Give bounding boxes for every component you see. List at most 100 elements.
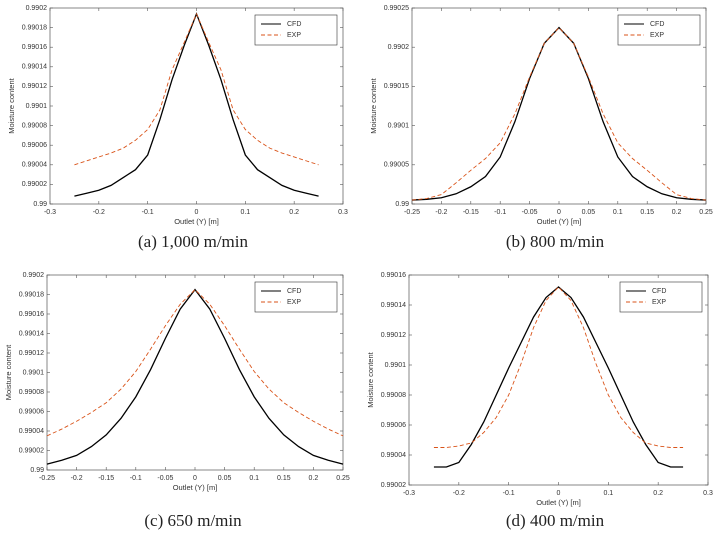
x-tick-label: -0.05 — [157, 475, 173, 482]
x-axis-label: Outlet (Y) [m] — [536, 498, 581, 507]
x-tick-label: 0.2 — [309, 475, 319, 482]
y-tick-label: 0.99008 — [22, 122, 47, 129]
data-line — [46, 288, 344, 465]
y-tick-label: 0.9902 — [23, 272, 45, 279]
y-tick-label: 0.99006 — [381, 422, 406, 429]
x-tick-label: -0.1 — [503, 490, 515, 497]
y-tick-label: 0.9902 — [26, 5, 48, 12]
y-axis-label: Moisture content — [366, 351, 375, 407]
y-tick-label: 0.9901 — [388, 122, 410, 129]
x-tick-label: -0.1 — [142, 209, 154, 216]
y-tick-label: 0.99014 — [381, 302, 406, 309]
legend-label: EXP — [652, 299, 666, 306]
data-line — [433, 286, 684, 468]
caption: (b) 800 m/min — [506, 232, 605, 251]
y-tick-label: 0.99015 — [384, 83, 409, 90]
y-tick-label: 0.99014 — [19, 330, 44, 337]
legend-label: EXP — [287, 299, 301, 306]
x-tick-label: -0.3 — [403, 490, 415, 497]
x-tick-label: 0.15 — [277, 475, 291, 482]
x-tick-label: -0.2 — [93, 209, 105, 216]
y-tick-label: 0.99025 — [384, 5, 409, 12]
x-axis-label: Outlet (Y) [m] — [174, 217, 219, 226]
x-tick-label: 0.3 — [338, 209, 348, 216]
x-tick-label: -0.1 — [494, 209, 506, 216]
y-axis-label: Moisture content — [4, 344, 13, 400]
x-tick-label: -0.2 — [453, 490, 465, 497]
x-axis-label: Outlet (Y) [m] — [537, 217, 582, 226]
x-tick-label: 0.1 — [249, 475, 259, 482]
x-tick-label: 0.15 — [640, 209, 654, 216]
y-axis-label: Moisture content — [369, 77, 378, 133]
legend-label: EXP — [650, 32, 664, 39]
y-tick-label: 0.99008 — [381, 392, 406, 399]
legend-box — [619, 281, 703, 313]
x-tick-label: 0.2 — [672, 209, 682, 216]
x-tick-label: -0.05 — [522, 209, 538, 216]
y-tick-label: 0.99012 — [381, 332, 406, 339]
x-tick-label: -0.2 — [71, 475, 83, 482]
x-tick-label: -0.15 — [463, 209, 479, 216]
legend-label: EXP — [287, 32, 301, 39]
y-tick-label: 0.99005 — [384, 162, 409, 169]
legend-label: CFD — [650, 21, 664, 28]
x-tick-label: -0.15 — [98, 475, 114, 482]
x-tick-label: -0.25 — [39, 475, 55, 482]
legend-box — [617, 14, 701, 46]
y-tick-label: 0.99012 — [22, 83, 47, 90]
y-tick-label: 0.99 — [30, 467, 44, 474]
x-tick-label: 0.05 — [582, 209, 596, 216]
x-tick-label: -0.25 — [404, 209, 420, 216]
y-axis-label: Moisture content — [7, 77, 16, 133]
legend-box — [254, 14, 338, 46]
y-tick-label: 0.99016 — [381, 272, 406, 279]
data-line — [74, 12, 319, 166]
x-tick-label: -0.2 — [435, 209, 447, 216]
y-tick-label: 0.99006 — [19, 408, 44, 415]
x-tick-label: -0.3 — [44, 209, 56, 216]
x-tick-label: 0.05 — [218, 475, 232, 482]
x-tick-label: 0 — [557, 490, 561, 497]
y-tick-label: 0.99002 — [381, 482, 406, 489]
legend-box — [254, 281, 338, 313]
legend-label: CFD — [287, 288, 301, 295]
y-tick-label: 0.99016 — [19, 311, 44, 318]
y-tick-label: 0.9901 — [385, 362, 407, 369]
y-tick-label: 0.99 — [395, 201, 409, 208]
x-tick-label: 0.1 — [603, 490, 613, 497]
y-tick-label: 0.99008 — [19, 389, 44, 396]
y-tick-label: 0.9901 — [26, 103, 48, 110]
y-tick-label: 0.9901 — [23, 369, 45, 376]
x-tick-label: 0 — [193, 475, 197, 482]
data-line — [411, 26, 707, 201]
y-tick-label: 0.99016 — [22, 44, 47, 51]
y-tick-label: 0.9902 — [388, 44, 410, 51]
y-tick-label: 0.99 — [33, 201, 47, 208]
x-tick-label: 0.25 — [699, 209, 713, 216]
y-tick-label: 0.99018 — [19, 291, 44, 298]
y-tick-label: 0.99018 — [22, 24, 47, 31]
x-tick-label: 0.25 — [336, 475, 350, 482]
x-tick-label: 0 — [195, 209, 199, 216]
y-tick-label: 0.99014 — [22, 64, 47, 71]
x-axis-label: Outlet (Y) [m] — [173, 483, 218, 492]
x-tick-label: 0.1 — [240, 209, 250, 216]
legend-label: CFD — [287, 21, 301, 28]
y-tick-label: 0.99002 — [19, 447, 44, 454]
y-tick-label: 0.99002 — [22, 181, 47, 188]
y-tick-label: 0.99012 — [19, 350, 44, 357]
y-tick-label: 0.99004 — [22, 162, 47, 169]
caption: (c) 650 m/min — [144, 511, 242, 530]
y-tick-label: 0.99006 — [22, 142, 47, 149]
x-tick-label: 0.2 — [289, 209, 299, 216]
caption: (d) 400 m/min — [506, 511, 605, 530]
x-tick-label: -0.1 — [130, 475, 142, 482]
x-tick-label: 0.3 — [703, 490, 713, 497]
y-tick-label: 0.99004 — [19, 428, 44, 435]
y-tick-label: 0.99004 — [381, 452, 406, 459]
x-tick-label: 0 — [557, 209, 561, 216]
data-line — [411, 26, 707, 201]
x-tick-label: 0.1 — [613, 209, 623, 216]
legend-label: CFD — [652, 288, 666, 295]
